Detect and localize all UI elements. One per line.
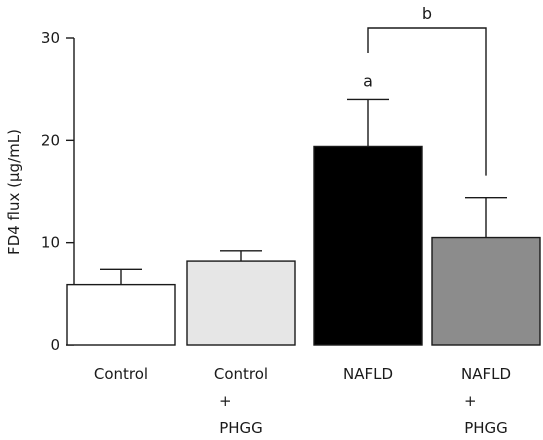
category-label: NAFLD <box>461 365 511 383</box>
bar <box>186 260 296 346</box>
y-ticks: 0 10 20 30 <box>41 29 74 354</box>
category-label: Control <box>214 365 268 383</box>
category-labels: Control Control + PHGG NAFLD NAFLD + PHGG <box>94 365 511 437</box>
error-bars <box>100 98 507 285</box>
y-tick-label: 10 <box>41 234 60 252</box>
significance-bracket <box>367 27 487 176</box>
y-tick-label: 0 <box>50 336 60 354</box>
bars <box>66 145 541 346</box>
category-label: PHGG <box>219 419 263 437</box>
y-tick-label: 20 <box>41 131 60 149</box>
bar <box>431 236 541 346</box>
category-label: PHGG <box>464 419 508 437</box>
annotations: ab <box>363 4 487 176</box>
category-label: NAFLD <box>343 365 393 383</box>
significance-letter: b <box>422 4 432 23</box>
bar <box>313 145 423 346</box>
bar <box>66 283 176 346</box>
category-label: + <box>464 392 477 410</box>
y-axis-label: FD4 flux (μg/mL) <box>5 129 23 255</box>
y-tick-label: 30 <box>41 29 60 47</box>
category-label: + <box>219 392 232 410</box>
significance-letter: a <box>363 71 373 90</box>
category-label: Control <box>94 365 148 383</box>
